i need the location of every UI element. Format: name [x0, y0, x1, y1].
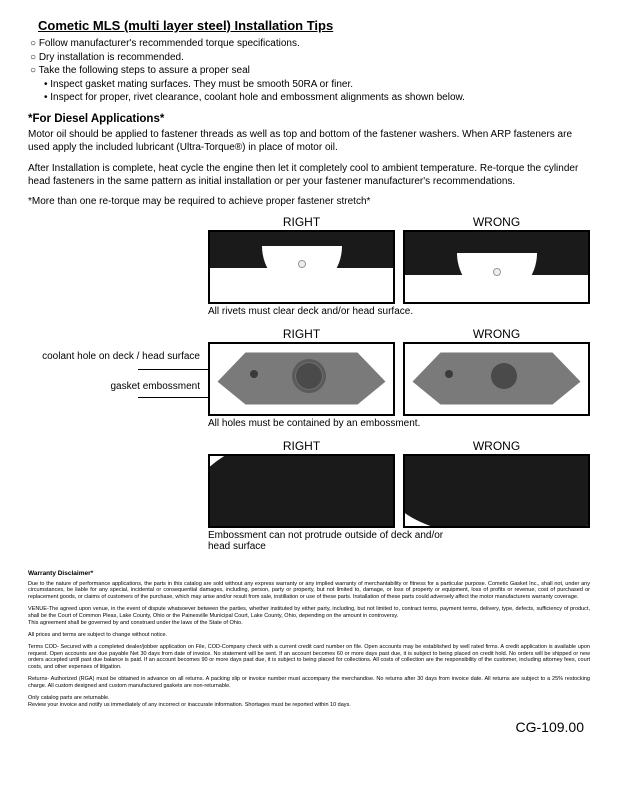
caption-rivets: All rivets must clear deck and/or head s… [208, 306, 590, 317]
page-title: Cometic MLS (multi layer steel) Installa… [38, 18, 590, 33]
label-wrong: WRONG [403, 439, 590, 453]
diagram-emboss-right [208, 454, 395, 528]
pointer-label-coolant: coolant hole on deck / head surface [28, 351, 208, 363]
diagram-row-rivets: RIGHT WRONG All rivets must clear deck a… [28, 215, 590, 323]
bullet-subitem: Inspect for proper, rivet clearance, coo… [30, 91, 590, 105]
diagram-row-emboss: RIGHT WRONG Embossment can not protrude … [28, 439, 590, 558]
diesel-para-1: Motor oil should be applied to fastener … [28, 128, 590, 154]
diagram-rivet-right [208, 230, 395, 304]
diagram-hole-right [208, 342, 395, 416]
disclaimer-para: All prices and terms are subject to chan… [28, 632, 590, 639]
diagram-rivet-wrong [403, 230, 590, 304]
disclaimer-heading: Warranty Disclaimer* [28, 570, 590, 577]
caption-emboss: Embossment can not protrude outside of d… [208, 530, 468, 552]
disclaimer-para: Only catalog parts are returnable. Revie… [28, 695, 590, 709]
pointer-label-embossment: gasket embossment [28, 381, 208, 393]
caption-holes: All holes must be contained by an emboss… [208, 418, 590, 429]
label-right: RIGHT [208, 327, 395, 341]
diagram-row-holes: coolant hole on deck / head surface gask… [28, 327, 590, 435]
diagram-hole-wrong [403, 342, 590, 416]
bullet-item: Follow manufacturer's recommended torque… [30, 37, 590, 51]
disclaimer-para: Due to the nature of performance applica… [28, 581, 590, 602]
bullet-item: Take the following steps to assure a pro… [30, 64, 590, 78]
disclaimer-para: Returns- Authorized (RGA) must be obtain… [28, 676, 590, 690]
diesel-para-2: After Installation is complete, heat cyc… [28, 162, 590, 188]
label-right: RIGHT [208, 439, 395, 453]
label-wrong: WRONG [403, 327, 590, 341]
diesel-heading: *For Diesel Applications* [28, 113, 590, 125]
bullet-subitem: Inspect gasket mating surfaces. They mus… [30, 78, 590, 92]
label-right: RIGHT [208, 215, 395, 229]
bullet-item: Dry installation is recommended. [30, 51, 590, 65]
bullet-list: Follow manufacturer's recommended torque… [30, 37, 590, 105]
disclaimer-para: VENUE-The agreed upon venue, in the even… [28, 606, 590, 627]
diesel-note: *More than one re-torque may be required… [28, 196, 590, 207]
disclaimer-para: Terms COD- Secured with a completed deal… [28, 644, 590, 672]
footer-code: CG-109.00 [28, 719, 590, 735]
label-wrong: WRONG [403, 215, 590, 229]
diagram-emboss-wrong [403, 454, 590, 528]
